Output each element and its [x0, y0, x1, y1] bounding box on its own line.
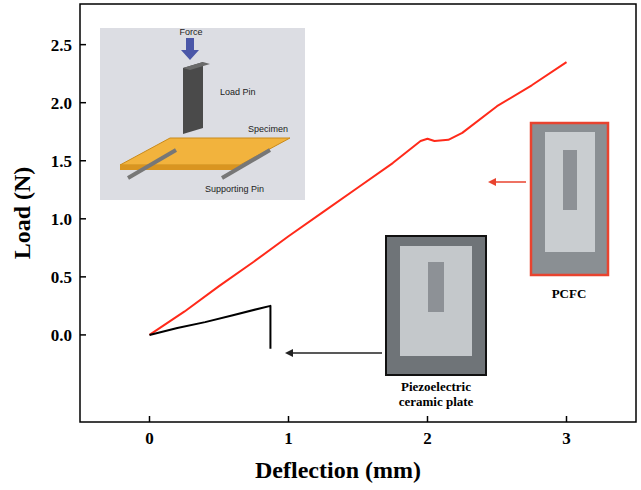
- load-pin: [183, 62, 203, 134]
- plot-area: [150, 62, 567, 349]
- x-tick: [149, 416, 151, 422]
- x-tick-label: 1: [284, 429, 293, 448]
- label-line: Piezoelectric: [401, 379, 471, 394]
- annotation: Specimen: [248, 124, 288, 134]
- y-tick: [80, 44, 86, 46]
- y-tick: [80, 218, 86, 220]
- x-tick-label: 2: [423, 429, 432, 448]
- plot-frame: [80, 4, 636, 422]
- inset-diagram: Force Load Pin Specimen Supporting Pin: [100, 27, 305, 200]
- annotation: Force: [179, 27, 202, 37]
- y-tick-label: 2.0: [51, 94, 72, 113]
- y-tick-label: 0.0: [51, 326, 72, 345]
- support-pin: [222, 150, 270, 178]
- y-tick: [80, 276, 86, 278]
- y-tick: [80, 160, 86, 162]
- photo-frame: [531, 123, 608, 275]
- photo-pcfc: [531, 123, 608, 275]
- photo-machine: [545, 132, 595, 252]
- y-tick-label: 1.5: [51, 152, 72, 171]
- support-pin: [128, 150, 176, 178]
- load-pin-top: [183, 62, 210, 70]
- y-axis-title: Load (N): [9, 167, 35, 260]
- photo-detail: [563, 150, 577, 210]
- chart: Force Load Pin Specimen Supporting Pin 0 1 2 3 0…: [0, 0, 641, 490]
- specimen-edge: [120, 165, 240, 170]
- inset-bg: [100, 28, 305, 200]
- photo-detail: [428, 262, 444, 312]
- y-tick-label: 0.5: [51, 268, 72, 287]
- y-tick-label: 2.5: [51, 36, 72, 55]
- y-tick: [80, 102, 86, 104]
- annotation: Supporting Pin: [205, 184, 264, 194]
- label-line: ceramic plate: [399, 394, 474, 409]
- x-axis-title: Deflection (mm): [255, 457, 421, 483]
- series-line: [150, 62, 567, 335]
- series-label: PCFC: [552, 286, 587, 301]
- series-line: [150, 306, 271, 349]
- y-tick-label: 1.0: [51, 210, 72, 229]
- photo-machine: [400, 246, 472, 356]
- pointer-arrow: [292, 352, 382, 354]
- x-tick: [288, 416, 290, 422]
- photo-frame: [386, 236, 486, 375]
- x-tick-label: 3: [562, 429, 571, 448]
- pointer-head: [285, 349, 293, 357]
- y-tick: [80, 334, 86, 336]
- x-tick: [427, 416, 429, 422]
- x-tick: [566, 416, 568, 422]
- series-label: Piezoelectricceramic plate: [399, 379, 474, 409]
- pointer-head: [488, 178, 496, 186]
- pointer-arrow: [494, 181, 526, 183]
- photo-ceramic: [386, 236, 486, 375]
- force-arrow: [181, 38, 199, 60]
- x-tick-label: 0: [145, 429, 154, 448]
- annotation: Load Pin: [220, 87, 256, 97]
